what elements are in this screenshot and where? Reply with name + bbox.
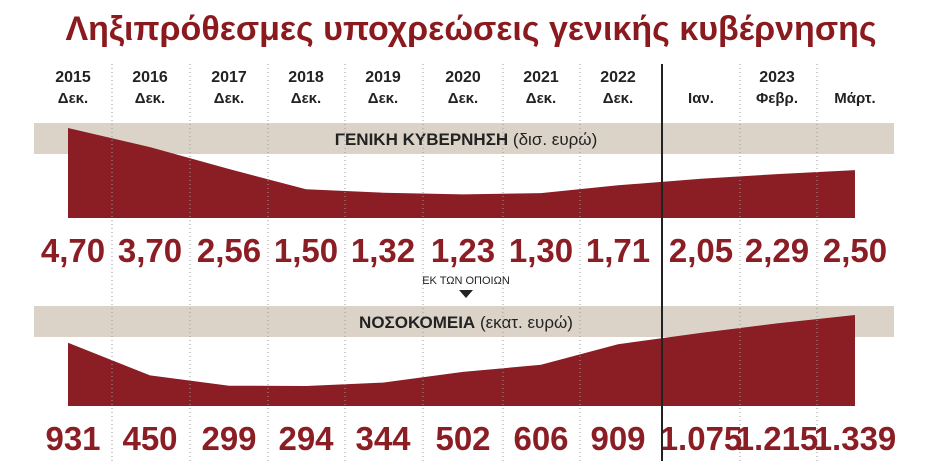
value-label: 502 [435, 420, 490, 457]
value-label: 1.075 [660, 420, 743, 457]
value-label: 344 [355, 420, 411, 457]
value-label: 294 [278, 420, 334, 457]
column-headers: 2015 Δεκ. 2016 Δεκ. 2017 Δεκ. 2018 Δεκ. 2019 Δεκ.… [55, 69, 876, 107]
header-year: 2019 [365, 69, 401, 86]
header-year: 2017 [211, 69, 247, 86]
value-label: 2,05 [669, 232, 733, 269]
value-label: 3,70 [118, 232, 182, 269]
down-arrow-icon [459, 290, 473, 298]
value-label: 1,23 [431, 232, 495, 269]
value-labels-general-government: 4,70 3,70 2,56 1,50 1,32 1,23 1,30 1,71 2,05 2,29… [41, 232, 887, 269]
header-month: Μάρτ. [834, 90, 875, 107]
header-year: 2015 [55, 69, 91, 86]
area-general-government [68, 128, 855, 218]
header-month: Δεκ. [58, 90, 88, 107]
header-year: 2020 [445, 69, 481, 86]
header-month: Δεκ. [603, 90, 633, 107]
value-label: 2,56 [197, 232, 261, 269]
header-month: Δεκ. [214, 90, 244, 107]
chart-title: Ληξιπρόθεσμες υποχρεώσεις γενικής κυβέρν… [65, 10, 876, 48]
band-general-government [34, 123, 894, 154]
value-label: 1,50 [274, 232, 338, 269]
header-year: 2016 [132, 69, 168, 86]
header-year: 2023 [759, 69, 795, 86]
area-hospitals [68, 315, 855, 406]
header-month: Δεκ. [135, 90, 165, 107]
value-label: 299 [201, 420, 256, 457]
value-label: 450 [122, 420, 177, 457]
value-label: 4,70 [41, 232, 105, 269]
band-label-hospitals: ΝΟΣΟΚΟΜΕΙΑ (εκατ. ευρώ) [359, 313, 573, 332]
header-year: 2018 [288, 69, 324, 86]
value-label: 931 [45, 420, 100, 457]
value-label: 1,32 [351, 232, 415, 269]
header-year: 2021 [523, 69, 559, 86]
connector-label: ΕΚ ΤΩΝ ΟΠΟΙΩΝ [422, 275, 510, 287]
header-month: Ιαν. [688, 90, 714, 107]
value-label: 2,50 [823, 232, 887, 269]
header-month: Δεκ. [291, 90, 321, 107]
band-label-general-government: ΓΕΝΙΚΗ ΚΥΒΕΡΝΗΣΗ (δισ. ευρώ) [335, 130, 598, 149]
header-month: Δεκ. [526, 90, 556, 107]
header-year: 2022 [600, 69, 636, 86]
value-label: 909 [590, 420, 645, 457]
value-label: 1,30 [509, 232, 573, 269]
value-label: 1,71 [586, 232, 650, 269]
value-label: 2,29 [745, 232, 809, 269]
header-month: Δεκ. [368, 90, 398, 107]
header-month: Δεκ. [448, 90, 478, 107]
value-label: 1.339 [814, 420, 897, 457]
value-label: 606 [513, 420, 568, 457]
header-month: Φεβρ. [756, 90, 798, 107]
value-label: 1.215 [736, 420, 819, 457]
